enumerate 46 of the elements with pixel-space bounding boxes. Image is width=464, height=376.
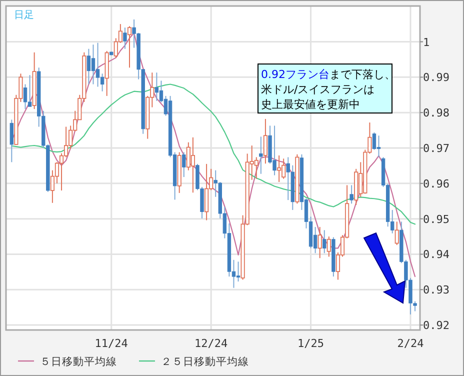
line-series xyxy=(11,84,416,225)
candlestick xyxy=(326,236,331,258)
candlestick xyxy=(372,132,376,150)
annotation: 米ドル/スイスフランは xyxy=(261,83,375,96)
candlestick xyxy=(254,156,258,180)
candlestick xyxy=(190,136,195,194)
candlestick xyxy=(322,230,326,254)
candlestick xyxy=(86,48,91,85)
y-tick-label: 0.97 xyxy=(423,142,450,155)
x-tick-label: 12/24 xyxy=(194,337,228,350)
candlestick xyxy=(91,44,96,85)
candlestick xyxy=(263,118,268,164)
candlestick xyxy=(376,135,381,158)
candlestick xyxy=(394,221,399,246)
chart-title: 日足 xyxy=(14,10,34,21)
candlestick xyxy=(100,73,104,92)
x-tick-label: 2/24 xyxy=(397,337,424,350)
candlestick xyxy=(236,261,240,282)
candlestick xyxy=(10,119,14,163)
annotation: 0.92フラン台 xyxy=(261,68,330,81)
x-tick-label: 11/24 xyxy=(94,337,128,350)
candlestick xyxy=(204,163,209,221)
candlestick xyxy=(182,152,186,178)
candlestick xyxy=(123,27,127,50)
y-tick-label: 0.92 xyxy=(423,319,450,332)
candlestick xyxy=(350,184,354,204)
candlestick xyxy=(277,154,282,182)
candlestick xyxy=(318,226,322,259)
candlestick xyxy=(28,74,32,108)
candlestick xyxy=(96,42,100,88)
y-tick-label: 0.99 xyxy=(423,71,450,84)
y-tick-label: 0.93 xyxy=(423,284,450,297)
candlestick xyxy=(154,72,159,102)
annotation: まで下落し、 xyxy=(330,68,396,81)
candlestick xyxy=(23,84,28,110)
candlestick xyxy=(259,136,263,174)
y-tick-label: 0.95 xyxy=(423,212,450,226)
y-tick-label: 1 xyxy=(423,36,430,49)
y-tick-label: 0.94 xyxy=(423,248,450,262)
y-tick-label: 0.96 xyxy=(423,177,450,190)
y-tick-label: 0.98 xyxy=(423,106,450,120)
x-tick-label: 1/25 xyxy=(298,337,324,350)
legend-label: ５日移動平均線 xyxy=(40,356,117,368)
candlestick xyxy=(127,26,132,68)
legend-label: ２５日移動平均線 xyxy=(161,356,249,368)
annotation: 史上最安値を更新中 xyxy=(261,98,360,111)
